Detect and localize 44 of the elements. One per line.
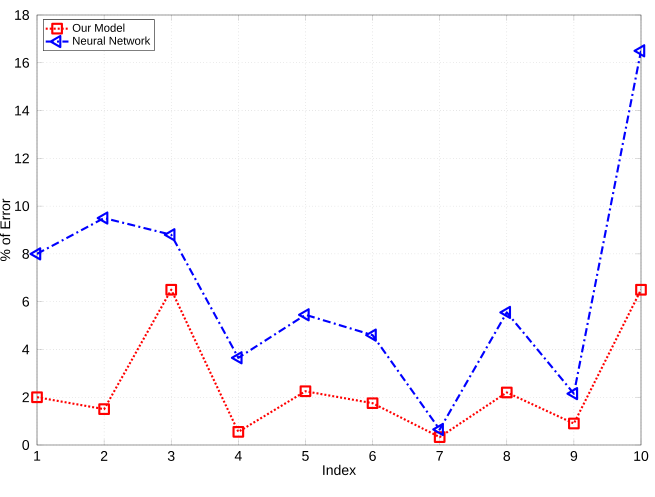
- point: [165, 284, 178, 296]
- point: [365, 328, 377, 342]
- x-tick-label: 1: [34, 451, 40, 461]
- y-tick-label: 4: [22, 344, 30, 354]
- x-tick-label: 8: [503, 451, 510, 461]
- y-tick-label: 16: [15, 58, 30, 68]
- x-tick-label: 7: [436, 451, 443, 461]
- x-tick-label: 6: [369, 451, 376, 461]
- point: [432, 422, 444, 436]
- point: [568, 418, 580, 430]
- point: [164, 228, 176, 242]
- y-tick-label: 12: [15, 153, 29, 164]
- x-tick-label: 4: [234, 451, 242, 461]
- y-tick-label: 0: [22, 440, 30, 450]
- x-tick-label: 10: [634, 451, 648, 461]
- x-tick-label: 5: [302, 451, 309, 461]
- point: [31, 391, 43, 404]
- point: [232, 426, 244, 438]
- point: [366, 397, 378, 410]
- point: [499, 306, 512, 320]
- y-tick-label: 14: [15, 106, 30, 116]
- point: [434, 431, 446, 443]
- point: [634, 44, 646, 58]
- x-axis-title: Index: [323, 464, 356, 476]
- x-tick-label: 3: [168, 451, 175, 461]
- point: [566, 387, 578, 400]
- point: [30, 247, 42, 260]
- y-tick-label: 10: [15, 201, 30, 212]
- y-tick-label: 2: [22, 392, 29, 402]
- x-tick-label: 9: [570, 451, 578, 461]
- legend-label: Our Model: [72, 24, 124, 32]
- point: [500, 386, 513, 398]
- y-tick-label: 8: [22, 248, 30, 259]
- y-axis-title: % of Error: [0, 198, 10, 262]
- point: [96, 211, 108, 225]
- x-tick-label: 2: [100, 451, 108, 461]
- y-tick-label: 18: [15, 10, 30, 20]
- point: [98, 403, 110, 416]
- y-tick-label: 6: [22, 296, 30, 307]
- point: [298, 308, 310, 322]
- point: [635, 284, 647, 296]
- point: [230, 351, 243, 364]
- point: [300, 385, 312, 398]
- legend-label: Neural Network: [73, 36, 150, 45]
